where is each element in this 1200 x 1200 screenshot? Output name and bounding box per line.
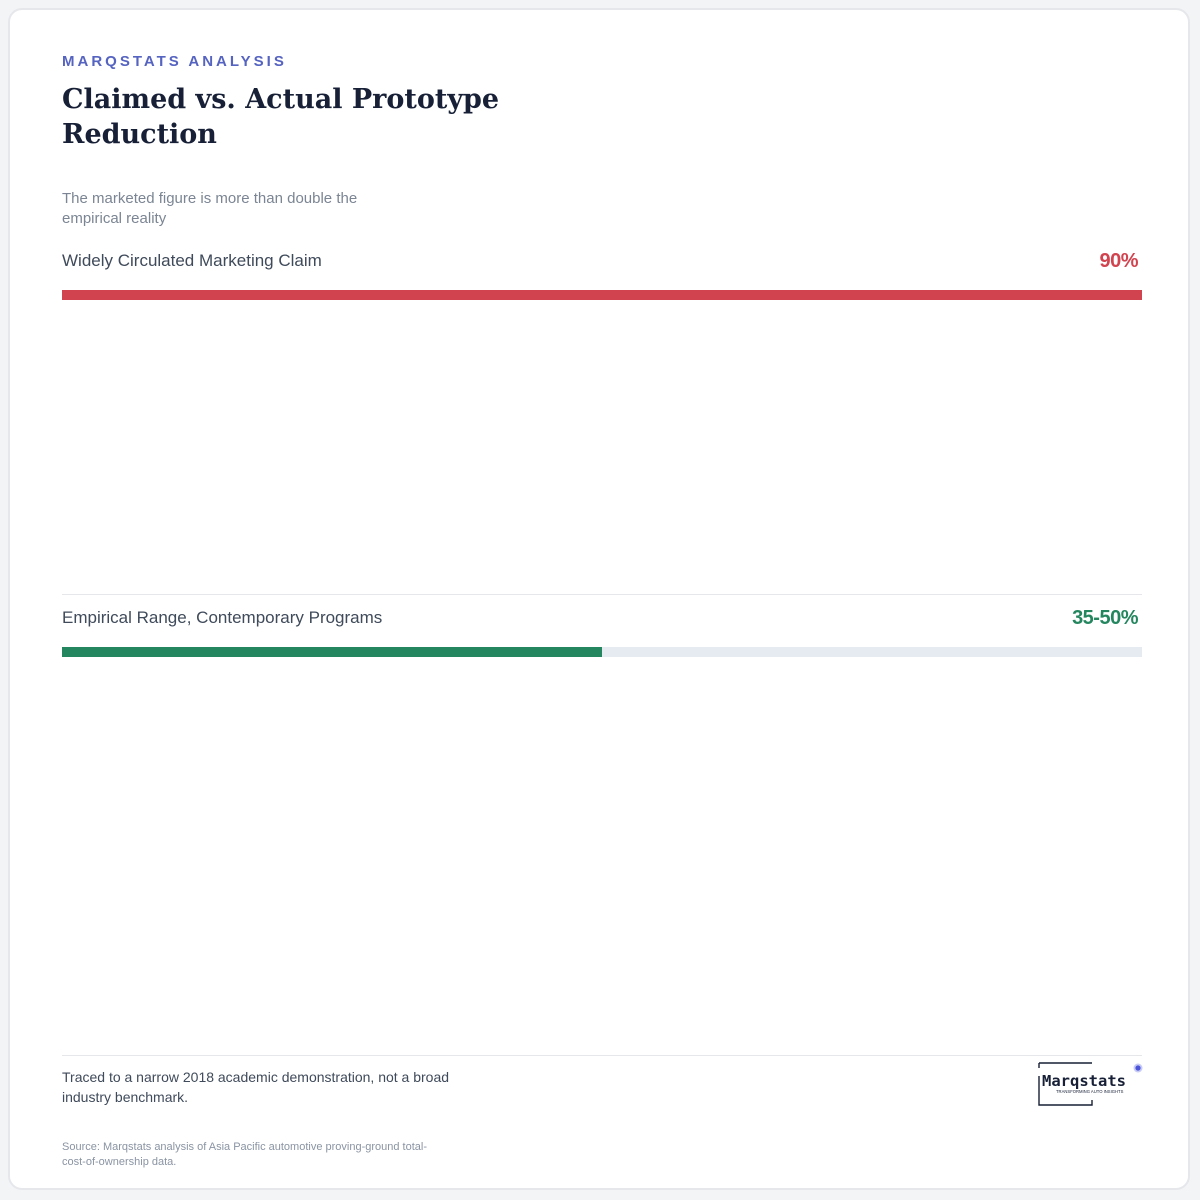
logo-wordmark: Marqstats bbox=[1042, 1072, 1126, 1090]
bar-label-marketing-claim: Widely Circulated Marketing Claim bbox=[62, 251, 322, 270]
bar-empirical-range bbox=[62, 647, 602, 657]
chart-title: Claimed vs. Actual Prototype Reduction bbox=[62, 84, 500, 150]
logo-dot-icon bbox=[1135, 1065, 1141, 1071]
eyebrow-label: MARQSTATS ANALYSIS bbox=[62, 53, 287, 70]
footer-divider bbox=[62, 1055, 1142, 1056]
source-note: Source: Marqstats analysis of Asia Pacif… bbox=[62, 1141, 428, 1168]
bar-label-empirical-range: Empirical Range, Contemporary Programs bbox=[62, 608, 383, 627]
logo-tagline: TRANSFORMING AUTO INSIGHTS bbox=[1056, 1089, 1124, 1094]
bar-value-empirical-range: 35-50% bbox=[1072, 607, 1138, 629]
marqstats-logo: Marqstats TRANSFORMING AUTO INSIGHTS bbox=[1038, 1062, 1143, 1106]
bar-marketing-claim bbox=[62, 290, 1142, 300]
bar-track-empirical-range bbox=[62, 647, 1142, 657]
bar-track-marketing-claim bbox=[62, 290, 1142, 300]
chart-subtitle: The marketed figure is more than double … bbox=[62, 190, 358, 227]
bar-value-marketing-claim: 90% bbox=[1099, 250, 1138, 272]
chart-card: MARQSTATS ANALYSIS Claimed vs. Actual Pr… bbox=[8, 8, 1190, 1190]
row-divider bbox=[62, 594, 1142, 595]
footer-note: Traced to a narrow 2018 academic demonst… bbox=[62, 1069, 450, 1105]
